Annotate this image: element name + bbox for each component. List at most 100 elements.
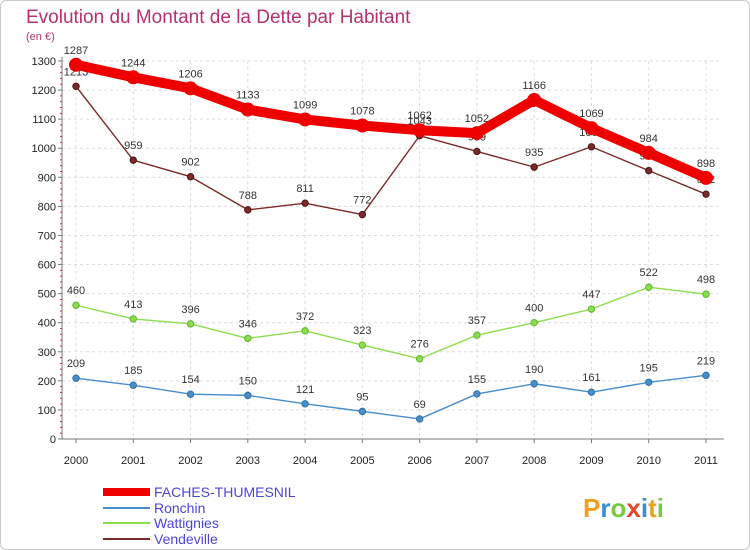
data-label: 69 <box>414 399 426 411</box>
data-label: 788 <box>239 190 257 202</box>
data-label: 1244 <box>121 57 145 69</box>
y-tick-label: 700 <box>38 230 56 242</box>
data-point <box>530 163 538 171</box>
y-tick-label: 300 <box>38 347 56 359</box>
legend-label: FACHES-THUMESNIL <box>154 484 296 500</box>
y-tick-label: 1000 <box>32 143 56 155</box>
data-label: 161 <box>582 372 600 384</box>
data-label: 121 <box>296 384 314 396</box>
data-point <box>473 147 481 156</box>
data-point <box>702 371 710 380</box>
data-point <box>587 305 596 313</box>
data-label: 811 <box>296 183 314 195</box>
x-tick-label: 2008 <box>522 455 546 467</box>
data-point <box>358 210 367 219</box>
data-label: 902 <box>181 157 199 169</box>
data-label: 522 <box>640 267 658 279</box>
x-tick-label: 2005 <box>350 455 374 467</box>
data-label: 95 <box>356 391 368 403</box>
y-tick-label: 800 <box>38 201 56 213</box>
data-label: 1069 <box>579 108 603 120</box>
data-label: 219 <box>697 355 715 367</box>
data-point <box>126 70 141 85</box>
data-point <box>587 143 596 151</box>
data-label: 400 <box>525 303 543 315</box>
series-line <box>75 286 707 360</box>
data-point <box>301 400 309 408</box>
y-tick-label: 400 <box>38 318 56 330</box>
data-point <box>412 123 427 138</box>
data-point <box>473 331 481 339</box>
data-label: 460 <box>67 285 85 297</box>
legend: FACHES-THUMESNILRonchinWattigniesVendevi… <box>103 484 296 547</box>
data-point <box>358 341 367 349</box>
data-point <box>186 320 195 328</box>
data-label: 190 <box>525 364 543 376</box>
data-point <box>527 92 542 107</box>
data-point <box>415 415 424 423</box>
proxiti-logo: Proxiti <box>583 493 664 523</box>
x-tick-label: 2010 <box>636 455 660 467</box>
data-point <box>645 283 653 291</box>
x-tick-label: 2006 <box>407 455 431 467</box>
x-tick-label: 2000 <box>64 455 88 467</box>
data-label: 959 <box>124 140 142 152</box>
data-label: 498 <box>697 274 715 286</box>
data-label: 1133 <box>236 90 260 102</box>
y-tick-label: 1300 <box>32 56 56 68</box>
series-line <box>71 59 711 183</box>
x-tick-label: 2003 <box>236 455 260 467</box>
data-label: 935 <box>525 147 543 159</box>
legend-label: Wattignies <box>154 515 219 531</box>
chart-title: Evolution du Montant de la Dette par Hab… <box>26 7 411 28</box>
x-tick-label: 2002 <box>178 455 202 467</box>
data-label: 155 <box>468 374 486 386</box>
data-point <box>129 156 137 164</box>
data-label: 1062 <box>407 110 431 122</box>
x-tick-label: 2001 <box>121 455 145 467</box>
y-tick-label: 200 <box>38 376 56 388</box>
data-point <box>469 126 484 141</box>
data-label: 346 <box>239 318 257 330</box>
data-point <box>186 173 195 181</box>
data-point <box>584 121 599 136</box>
data-point <box>473 390 481 398</box>
data-label: 1052 <box>465 113 489 125</box>
y-tick-label: 900 <box>38 172 56 184</box>
y-tick-label: 1200 <box>32 85 56 97</box>
legend-label: Vendeville <box>154 531 218 547</box>
data-point <box>301 327 309 335</box>
unit-label: (en €) <box>26 31 55 43</box>
data-label: 413 <box>124 299 142 311</box>
data-label: 1287 <box>64 45 88 57</box>
data-point <box>240 102 255 117</box>
data-label: 1078 <box>350 106 374 118</box>
series-line <box>75 85 707 216</box>
data-point <box>129 315 137 323</box>
data-label: 1206 <box>178 68 202 80</box>
data-point <box>183 81 198 96</box>
data-label: 185 <box>124 365 142 377</box>
data-label: 154 <box>181 374 199 386</box>
data-label: 898 <box>697 158 715 170</box>
y-tick-label: 500 <box>38 289 56 301</box>
data-label: 195 <box>640 362 658 374</box>
data-point <box>645 378 653 386</box>
y-tick-label: 100 <box>38 405 56 417</box>
series-line <box>75 374 707 420</box>
data-point <box>72 374 80 382</box>
data-label: 772 <box>353 195 371 207</box>
data-label: 1166 <box>522 80 546 92</box>
data-point <box>244 206 252 214</box>
data-point <box>699 170 713 185</box>
data-label: 396 <box>181 304 199 316</box>
data-point <box>415 355 424 363</box>
x-tick-label: 2004 <box>293 455 317 467</box>
data-label: 276 <box>410 339 428 351</box>
data-point <box>530 318 538 327</box>
data-point <box>641 145 656 160</box>
data-point <box>244 334 252 343</box>
data-label: 447 <box>582 289 600 301</box>
